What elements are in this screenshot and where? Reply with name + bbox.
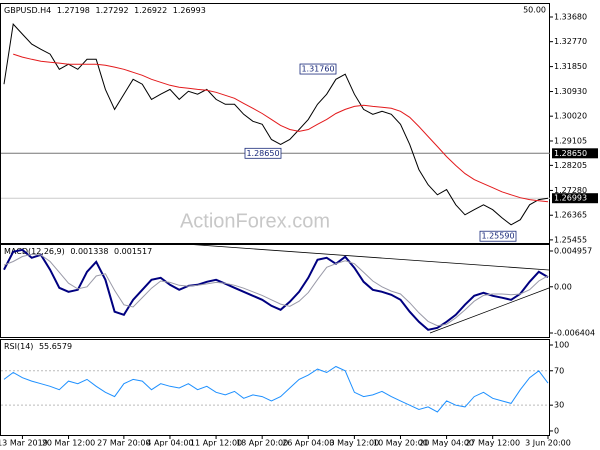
scale-label: 50.00 xyxy=(523,6,546,15)
y-tick-label: 0 xyxy=(554,426,559,435)
annotation-label: 1.25590 xyxy=(481,232,514,241)
open: 1.27198 xyxy=(57,6,90,15)
level-box xyxy=(552,193,598,204)
y-tick-label: -0.006404 xyxy=(554,328,595,337)
x-tick-label: 11 Apr 12:00 xyxy=(190,439,242,448)
y-tick-label: 1.29105 xyxy=(554,136,587,145)
x-tick-label: 10 May 20:00 xyxy=(373,439,428,448)
annotation-box xyxy=(244,147,282,159)
macd-panel xyxy=(0,244,550,338)
close: 1.26993 xyxy=(173,6,206,15)
y-tick-label: 1.27280 xyxy=(554,186,587,195)
rsi-name: RSI(14) xyxy=(4,342,33,351)
x-tick-label: 13 Mar 2019 xyxy=(0,439,48,448)
y-tick-label: 70 xyxy=(554,366,564,375)
series-line xyxy=(3,253,549,327)
x-tick-label: 26 Apr 04:00 xyxy=(282,439,334,448)
x-tick-label: 20 Mar 12:00 xyxy=(42,439,95,448)
rsi-panel xyxy=(0,339,550,436)
y-tick-label: 1.25455 xyxy=(554,235,587,244)
rsi-label: RSI(14) 55.6579 xyxy=(4,342,72,351)
x-tick-label: 18 Apr 20:00 xyxy=(236,439,288,448)
y-tick-label: 0.00 xyxy=(554,282,572,291)
symbol: GBPUSD.H4 1.27198 1.27292 1.26922 1.2699… xyxy=(4,6,206,15)
series-line xyxy=(3,248,549,331)
y-tick-label: 1.32770 xyxy=(554,37,587,46)
x-tick-label: 20 May 04:00 xyxy=(419,439,474,448)
price-panel xyxy=(0,3,550,244)
y-tick-label: 1.30020 xyxy=(554,112,587,121)
trendline xyxy=(184,243,550,271)
x-tick-label: 3 Jun 20:00 xyxy=(525,439,571,448)
x-tick-label: 27 Mar 20:00 xyxy=(97,439,150,448)
macd-label: MACD(12,26,9) 0.001338 0.001517 xyxy=(4,247,152,256)
series-line xyxy=(3,365,549,413)
y-tick-label: 100 xyxy=(554,340,569,349)
y-tick-label: 30 xyxy=(554,401,564,410)
symbol-name: GBPUSD.H4 xyxy=(4,6,51,15)
y-tick-label: 1.30930 xyxy=(554,87,587,96)
x-tick-label: 3 May 12:00 xyxy=(329,439,379,448)
x-tick-label: 4 Apr 04:00 xyxy=(146,439,193,448)
annotation-box xyxy=(479,230,517,242)
y-tick-label: 0.004957 xyxy=(554,247,592,256)
macd-name: MACD(12,26,9) xyxy=(4,247,65,256)
annotation-box xyxy=(299,63,337,75)
signal-last: 0.001517 xyxy=(114,247,152,256)
trendline xyxy=(429,287,550,334)
annotation-label: 1.31760 xyxy=(301,65,334,74)
macd-last: 0.001338 xyxy=(70,247,108,256)
watermark: ActionForex.com xyxy=(180,210,330,232)
y-tick-label: 1.33680 xyxy=(554,13,587,22)
y-tick-label: 1.31850 xyxy=(554,62,587,71)
x-tick-label: 27 May 12:00 xyxy=(465,439,520,448)
annotation-label: 1.28650 xyxy=(246,149,279,158)
level-box xyxy=(552,148,598,159)
low: 1.26922 xyxy=(134,6,167,15)
level-label: 1.28650 xyxy=(554,149,587,158)
rsi-last: 55.6579 xyxy=(39,342,72,351)
high: 1.27292 xyxy=(95,6,128,15)
series-line xyxy=(13,53,549,203)
y-tick-label: 1.26365 xyxy=(554,211,587,220)
level-label: 1.26993 xyxy=(554,194,587,203)
series-line xyxy=(3,22,549,226)
y-tick-label: 1.28205 xyxy=(554,161,587,170)
